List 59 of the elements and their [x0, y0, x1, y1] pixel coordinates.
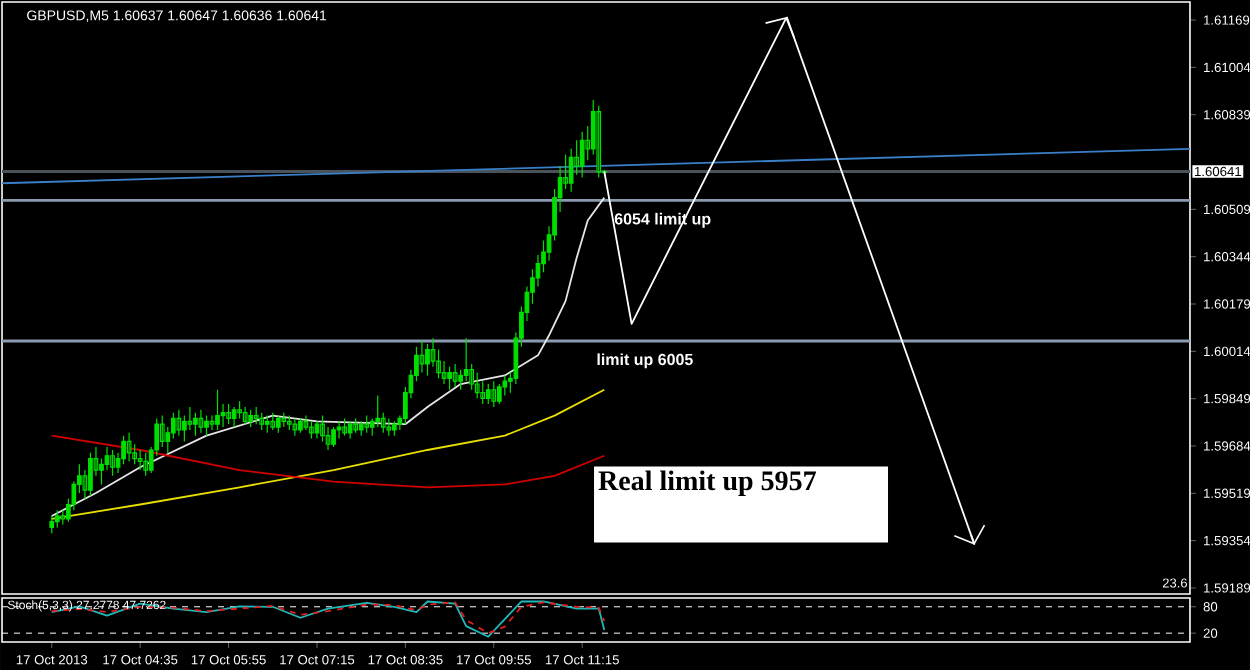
candlestick: [336, 420, 342, 440]
candlestick: [215, 389, 220, 431]
candlestick: [579, 131, 585, 179]
candlestick: [137, 449, 143, 471]
annotation: Real limit up 5957: [598, 470, 816, 496]
candlestick: [303, 414, 309, 431]
candlestick: [447, 366, 452, 391]
candlestick: [342, 417, 347, 437]
candlestick: [204, 414, 209, 437]
candlestick: [485, 383, 491, 405]
candlestick: [121, 435, 126, 465]
candlestick: [347, 420, 353, 440]
candlestick: [182, 414, 187, 442]
candlestick: [253, 406, 259, 425]
candlestick: [419, 340, 425, 374]
candlestick: [237, 400, 242, 420]
candlestick: [198, 409, 204, 434]
candlestick: [496, 383, 502, 405]
candlestick: [49, 515, 55, 534]
candlestick: [452, 363, 458, 388]
candlestick: [491, 380, 497, 408]
candlestick: [298, 417, 303, 434]
candlestick: [226, 403, 231, 425]
candlestick: [281, 412, 287, 428]
candlestick: [292, 417, 298, 437]
candlestick: [193, 412, 198, 437]
candlestick: [159, 414, 165, 448]
candlestick: [391, 420, 397, 437]
candlestick: [386, 417, 392, 437]
candlestick: [54, 509, 60, 529]
candlestick: [353, 417, 359, 434]
candlestick: [110, 449, 115, 477]
candlestick: [480, 380, 486, 405]
candlestick: [463, 337, 469, 382]
candlestick: [502, 374, 508, 397]
candlestick: [596, 105, 602, 179]
candlestick: [248, 409, 254, 428]
candlestick: [264, 414, 270, 434]
candlestick: [320, 414, 325, 442]
candlestick: [331, 426, 336, 448]
candlestick: [242, 406, 248, 425]
candlestick: [231, 406, 237, 428]
candlestick: [358, 420, 364, 437]
candlestick: [309, 420, 314, 440]
candlestick: [143, 452, 149, 477]
candlestick: [474, 371, 480, 399]
candlestick: [270, 412, 276, 431]
candlestick: [425, 343, 430, 377]
candlestick: [375, 394, 381, 428]
candlestick: [314, 420, 320, 440]
candlestick: [286, 414, 292, 431]
candlestick: [259, 412, 265, 431]
candlestick: [568, 148, 574, 193]
ref-line-label: limit up 6005: [597, 353, 693, 369]
candlestick: [176, 409, 182, 437]
candlestick: [364, 414, 370, 434]
candlestick: [126, 432, 132, 463]
candlestick: [88, 452, 93, 497]
candlestick: [275, 414, 281, 434]
